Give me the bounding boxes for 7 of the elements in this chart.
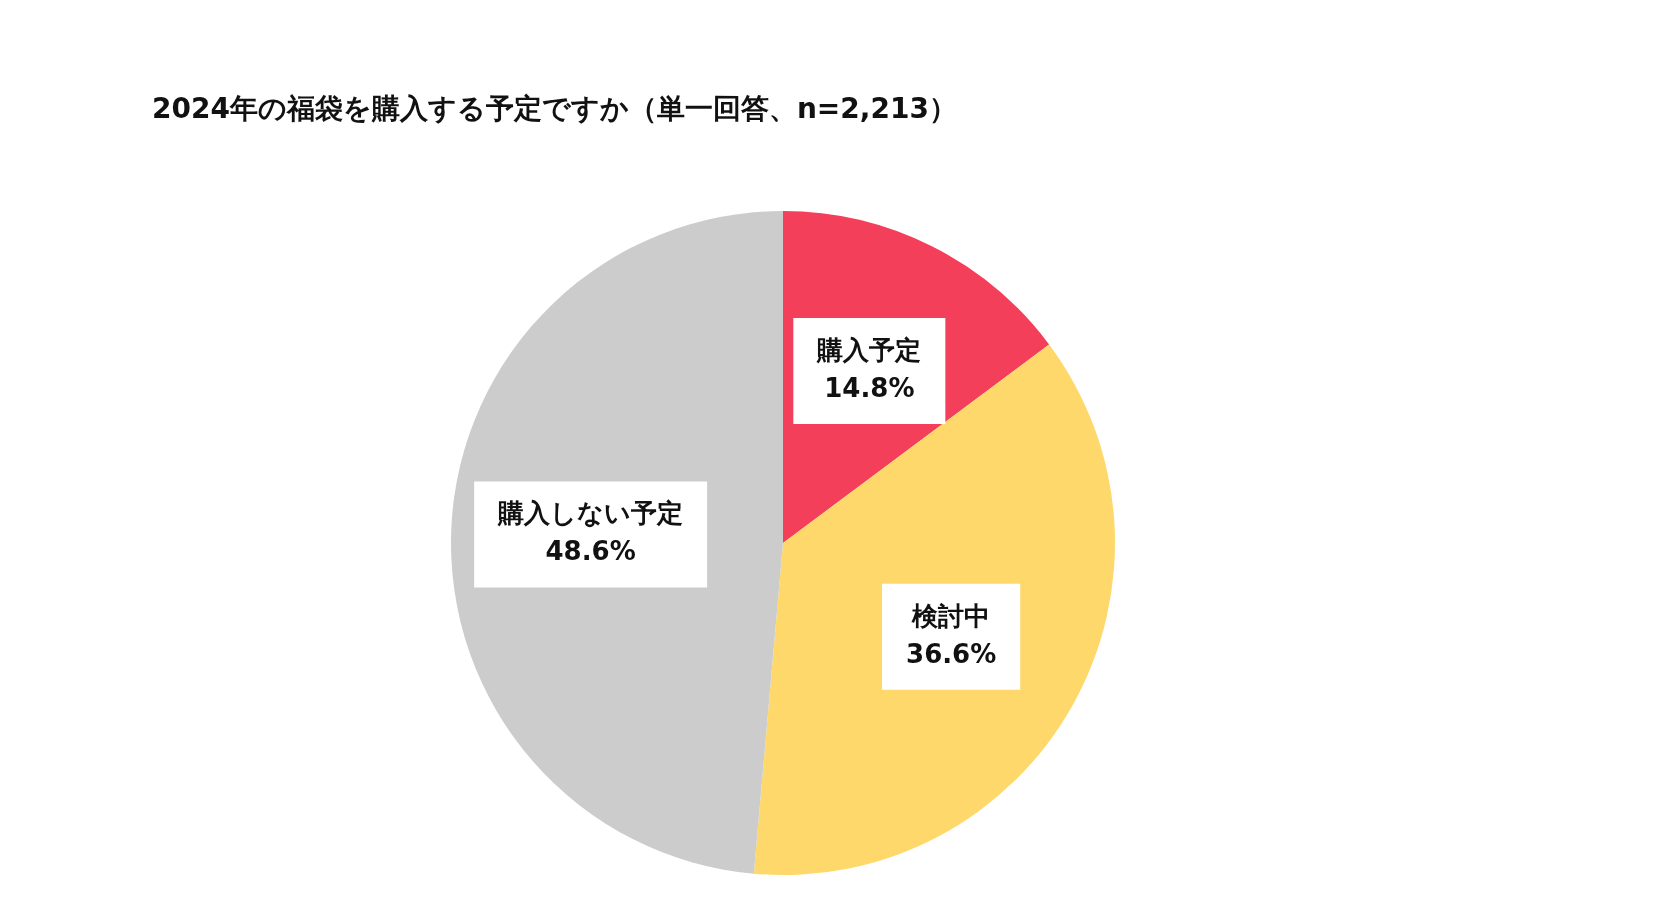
slice-label: 購入予定 bbox=[816, 334, 922, 365]
data-label: 14.8% bbox=[824, 372, 915, 403]
chart-title: 2024年の福袋を購入する予定ですか（単一回答、n=2,213） bbox=[152, 91, 957, 127]
slice-label: 検討中 bbox=[911, 600, 991, 631]
data-label: 48.6% bbox=[545, 536, 636, 567]
data-label: 36.6% bbox=[906, 638, 997, 669]
slice-label: 購入しない予定 bbox=[497, 498, 684, 529]
